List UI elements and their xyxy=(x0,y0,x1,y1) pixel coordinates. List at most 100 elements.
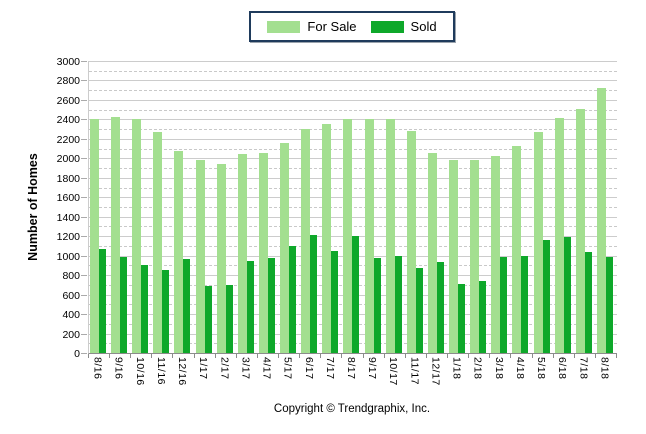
gridline-minor xyxy=(89,226,617,228)
bar-for-sale xyxy=(427,153,437,353)
y-axis-tick xyxy=(81,314,87,316)
bar-group xyxy=(469,61,490,353)
bar-for-sale xyxy=(90,119,99,353)
y-tick-label: 1200 xyxy=(56,231,80,244)
y-axis-tick xyxy=(81,294,87,296)
x-tick-label: 1/18 xyxy=(450,357,463,380)
bar-group xyxy=(321,61,342,353)
sold-swatch xyxy=(370,20,404,33)
bar-group xyxy=(300,61,321,353)
y-tick-label: 2200 xyxy=(56,133,80,146)
x-axis-tick xyxy=(278,354,280,358)
bar-for-sale xyxy=(343,119,353,353)
y-axis-tick xyxy=(81,353,87,354)
bar-for-sale xyxy=(575,108,585,353)
x-tick-label: 12/17 xyxy=(429,357,442,386)
bar-group xyxy=(385,61,406,353)
x-axis-tick xyxy=(341,354,343,358)
x-tick-label: 6/17 xyxy=(302,357,315,380)
bar-group xyxy=(575,61,596,353)
gridline-major xyxy=(89,138,617,140)
bar-sold xyxy=(225,284,233,353)
y-axis-tick xyxy=(81,80,87,82)
bar-sold xyxy=(99,248,106,353)
x-axis-tick xyxy=(573,354,575,358)
y-axis-tick xyxy=(81,197,87,199)
x-axis-tick xyxy=(109,354,111,358)
x-axis-tick xyxy=(362,354,364,358)
bar-group xyxy=(110,61,131,353)
bar-for-sale xyxy=(322,124,332,353)
y-tick-label: 2000 xyxy=(56,153,80,166)
legend-item-sold: Sold xyxy=(370,19,437,34)
bar-sold xyxy=(352,236,360,353)
y-axis-tick xyxy=(81,236,87,238)
y-axis-title-text: Number of Homes xyxy=(26,153,40,261)
y-axis-tick xyxy=(81,119,87,121)
bar-sold xyxy=(605,256,613,353)
bar-sold xyxy=(563,237,571,353)
gridline-minor xyxy=(89,207,617,208)
x-axis-tick xyxy=(468,354,470,358)
gridline-minor xyxy=(89,129,617,131)
bar-for-sale xyxy=(258,153,268,353)
gridline-major xyxy=(89,61,617,62)
bar-group xyxy=(490,61,511,353)
bar-sold xyxy=(183,258,191,353)
bar-for-sale xyxy=(406,131,416,353)
gridline-major xyxy=(89,177,617,179)
bar-sold xyxy=(479,280,487,353)
bar-group xyxy=(173,61,194,353)
y-axis-tick xyxy=(81,216,87,218)
gridline-minor xyxy=(89,109,617,111)
y-axis-tick xyxy=(81,138,87,140)
x-tick-label: 11/16 xyxy=(154,357,167,385)
bar-group xyxy=(195,61,216,353)
x-axis-tick xyxy=(235,354,237,358)
y-axis-tick xyxy=(81,177,87,179)
x-axis-tick xyxy=(320,354,322,358)
x-tick-label: 8/16 xyxy=(91,357,104,380)
bar-group xyxy=(533,61,554,353)
gridline-major xyxy=(89,158,617,160)
x-tick-label: 12/16 xyxy=(176,357,189,386)
y-tick-label: 1400 xyxy=(56,211,80,224)
x-tick-label: 6/18 xyxy=(556,357,569,380)
bar-for-sale xyxy=(216,164,226,353)
bar-group xyxy=(89,61,110,353)
plot-area xyxy=(88,61,617,354)
x-tick-label: 1/17 xyxy=(197,357,210,380)
y-tick-label: 400 xyxy=(62,309,80,322)
x-tick-label: 8/18 xyxy=(598,357,611,380)
bar-sold xyxy=(521,255,529,353)
gridline-minor xyxy=(89,168,617,170)
gridline-minor xyxy=(89,148,617,150)
y-axis-tick xyxy=(81,255,87,257)
x-axis-tick xyxy=(552,354,554,358)
x-axis-tick xyxy=(510,354,512,358)
x-tick-label: 4/17 xyxy=(260,357,273,380)
bar-for-sale xyxy=(364,119,374,353)
x-tick-label: 11/17 xyxy=(408,357,421,385)
bar-sold xyxy=(394,255,402,353)
bar-group xyxy=(364,61,385,353)
y-tick-label: 2800 xyxy=(56,75,80,88)
bar-sold xyxy=(267,257,275,353)
x-axis-tick xyxy=(214,354,216,358)
gridline-major xyxy=(89,216,617,218)
bar-sold xyxy=(500,256,508,353)
bar-for-sale xyxy=(554,118,564,353)
y-tick-label: 1600 xyxy=(56,192,80,205)
bar-sold xyxy=(458,283,466,353)
x-axis-tick xyxy=(616,354,617,358)
x-tick-label: 2/18 xyxy=(471,357,484,380)
x-axis-tick xyxy=(383,354,385,358)
x-axis-tick xyxy=(130,354,132,358)
y-tick-label: 0 xyxy=(74,348,80,360)
bar-sold xyxy=(120,256,128,353)
y-tick-label: 2400 xyxy=(56,114,80,127)
y-tick-label: 800 xyxy=(62,270,80,283)
bar-for-sale xyxy=(512,145,522,353)
bar-group xyxy=(131,61,152,353)
